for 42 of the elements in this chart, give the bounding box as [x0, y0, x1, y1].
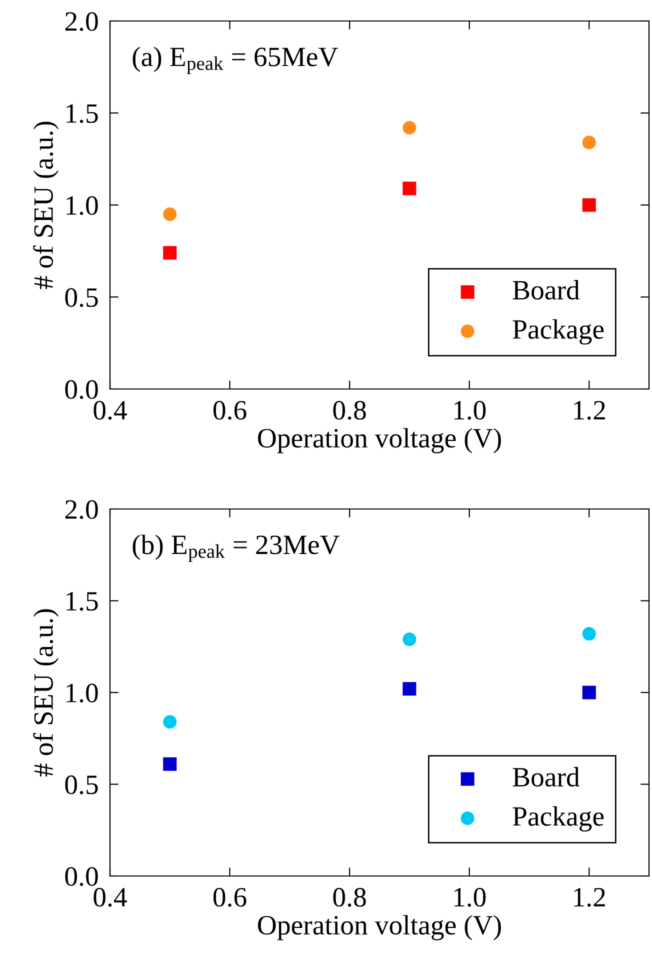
point: [582, 136, 596, 150]
point: [163, 757, 177, 771]
text: (a) E$_{peak}$ = 65MeV: [132, 46, 338, 74]
x-tick-label: 1.0: [454, 400, 486, 420]
point: [582, 686, 596, 700]
point: [582, 198, 596, 212]
legend-label: Board: [512, 280, 580, 300]
legend-label: Package: [512, 319, 604, 345]
point: [163, 246, 177, 260]
x-axis-title: Operation voltage (V): [258, 915, 501, 940]
y-tick-label: 0.0: [65, 867, 98, 886]
x-tick-label: 0.8: [333, 400, 366, 420]
point: [163, 207, 177, 221]
y-tick-label: 2.0: [65, 500, 98, 520]
y-tick-label: 1.0: [66, 196, 98, 216]
x-tick-label: 1.2: [574, 400, 605, 420]
point: [402, 182, 416, 196]
y-tick-label: 0.5: [65, 775, 98, 794]
y-tick-label: 1.5: [66, 104, 98, 124]
x-tick-label: 0.8: [333, 888, 366, 907]
y-tick-label: 0.5: [65, 288, 98, 308]
y-tick-label: 0.0: [65, 380, 98, 400]
legend-label: Package: [512, 806, 604, 832]
point: [163, 715, 177, 729]
x-tick-label: 1.0: [454, 888, 486, 907]
x-tick-label: 0.4: [94, 888, 127, 907]
point: [402, 632, 416, 646]
y-axis-title: # of SEU (a.u.): [33, 122, 59, 289]
x-tick-label: 0.6: [213, 888, 246, 907]
point: [582, 627, 596, 641]
y-tick-label: 1.0: [66, 684, 98, 703]
point: [402, 120, 416, 134]
y-axis-title: # of SEU (a.u.): [33, 609, 59, 776]
y-tick-label: 1.5: [66, 592, 98, 611]
point: [402, 682, 416, 696]
x-tick-label: 0.6: [213, 400, 246, 420]
x-tick-label: 1.2: [574, 888, 605, 907]
y-tick-label: 2.0: [65, 12, 98, 32]
x-axis-title: Operation voltage (V): [258, 428, 501, 454]
x-tick-label: 0.4: [94, 400, 127, 420]
legend-label: Board: [512, 767, 580, 787]
text: (b) E$_{peak}$ = 23MeV: [132, 534, 340, 562]
